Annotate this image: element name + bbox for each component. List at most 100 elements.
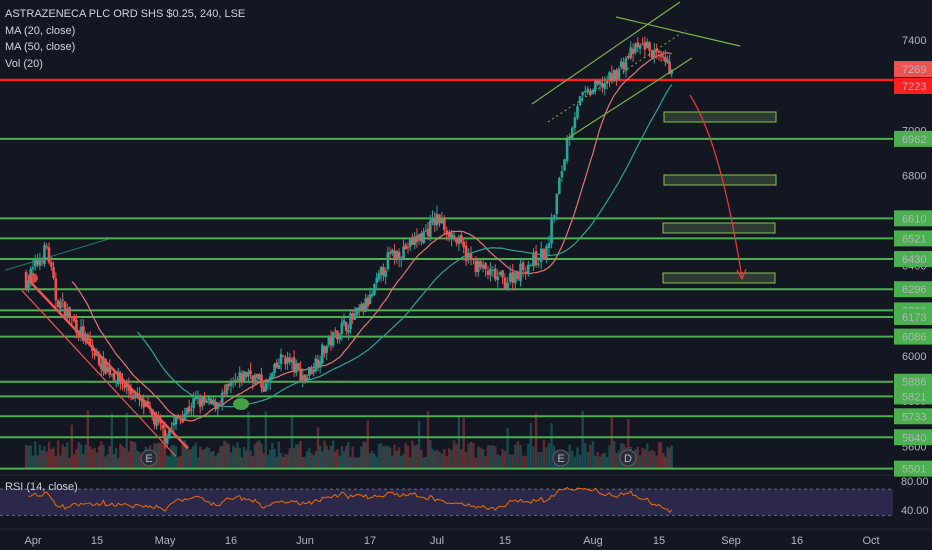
- volume-bar: [275, 456, 278, 468]
- candle: [489, 268, 492, 276]
- candle: [212, 399, 215, 404]
- volume-bar: [648, 451, 651, 468]
- volume-bar: [134, 442, 137, 468]
- volume-bar: [245, 450, 248, 468]
- volume-bar: [336, 449, 339, 468]
- candle: [68, 307, 71, 318]
- target-box: [663, 174, 777, 186]
- candle: [629, 47, 633, 59]
- ma20-legend: MA (20, close): [5, 24, 76, 37]
- volume-bar: [479, 447, 482, 468]
- volume-bar: [249, 450, 252, 468]
- candle: [305, 377, 309, 382]
- volume-bar: [288, 448, 291, 468]
- candle: [301, 375, 305, 380]
- candle: [568, 137, 572, 139]
- volume-bar: [540, 452, 543, 468]
- candle: [491, 269, 495, 271]
- candle: [608, 72, 611, 80]
- candle: [342, 320, 346, 324]
- rsi-tick-label: 40.00: [901, 505, 929, 517]
- volume-bar: [310, 453, 313, 468]
- volume-bar: [489, 445, 492, 468]
- candle: [49, 262, 53, 267]
- candle: [40, 261, 44, 263]
- candle: [220, 392, 224, 404]
- candle: [170, 427, 173, 429]
- volume-bar: [68, 457, 71, 468]
- candle: [344, 322, 348, 331]
- volume-bar: [404, 443, 407, 468]
- volume-bar: [508, 454, 512, 468]
- volume-bar: [578, 454, 582, 468]
- candle: [281, 356, 285, 358]
- candle: [218, 404, 222, 406]
- event-marker: [552, 449, 570, 467]
- candle: [262, 386, 265, 392]
- candle: [591, 89, 595, 94]
- volume-bar: [537, 452, 540, 468]
- level-badge-label: 6521: [902, 233, 926, 245]
- volume-bar: [426, 411, 430, 468]
- volume-bar: [411, 440, 414, 468]
- candle: [615, 70, 618, 81]
- candle: [99, 363, 103, 370]
- candle: [514, 272, 517, 284]
- candle: [415, 235, 419, 243]
- candle: [603, 83, 607, 90]
- level-badge-label: 5501: [902, 464, 926, 476]
- candle: [377, 273, 381, 280]
- candle: [179, 419, 182, 421]
- candle: [349, 313, 352, 329]
- candle: [79, 326, 83, 334]
- candle: [542, 248, 546, 260]
- candle: [484, 263, 487, 270]
- volume-bar: [27, 445, 30, 468]
- level-badge: [894, 328, 932, 345]
- volume-bar: [519, 444, 522, 468]
- price-badge: [894, 78, 932, 94]
- volume-bar: [388, 447, 392, 468]
- volume-bar: [571, 450, 574, 468]
- candle: [353, 313, 357, 320]
- candle: [519, 263, 522, 282]
- volume-bar: [123, 447, 126, 468]
- volume-bar: [110, 413, 114, 468]
- volume-bar: [524, 456, 527, 468]
- volume-bar: [121, 446, 124, 468]
- candle: [279, 353, 283, 365]
- volume-bar: [72, 454, 76, 468]
- chart-legend: ASTRAZENECA PLC ORD SHS $0.25, 240, LSE …: [5, 6, 245, 72]
- volume-bar: [218, 447, 222, 468]
- candle: [534, 251, 538, 266]
- volume-bar: [438, 451, 441, 468]
- volume-bar: [360, 446, 363, 468]
- ma20-line: [71, 52, 672, 422]
- y-tick-label: 6000: [902, 351, 926, 363]
- candle: [45, 246, 49, 248]
- candle: [70, 316, 74, 318]
- volume-bar: [24, 444, 28, 468]
- volume-bar: [591, 440, 595, 468]
- candle: [565, 140, 569, 161]
- volume-bar: [464, 452, 468, 468]
- volume-bar: [610, 416, 614, 468]
- volume-bar: [290, 414, 294, 468]
- candle: [391, 250, 394, 253]
- candle: [275, 362, 279, 368]
- candle: [641, 43, 644, 45]
- candle: [331, 331, 335, 346]
- volume-bar: [668, 448, 671, 468]
- candle: [61, 299, 65, 301]
- volume-bar: [664, 456, 667, 468]
- candle: [366, 297, 370, 307]
- candle: [598, 80, 602, 85]
- volume-bar: [406, 445, 410, 468]
- candle: [570, 127, 574, 139]
- volume-bar: [238, 447, 241, 468]
- volume-bar: [279, 453, 283, 468]
- candle: [47, 247, 51, 263]
- level-badge-label: 6173: [902, 312, 926, 324]
- candle: [229, 382, 233, 386]
